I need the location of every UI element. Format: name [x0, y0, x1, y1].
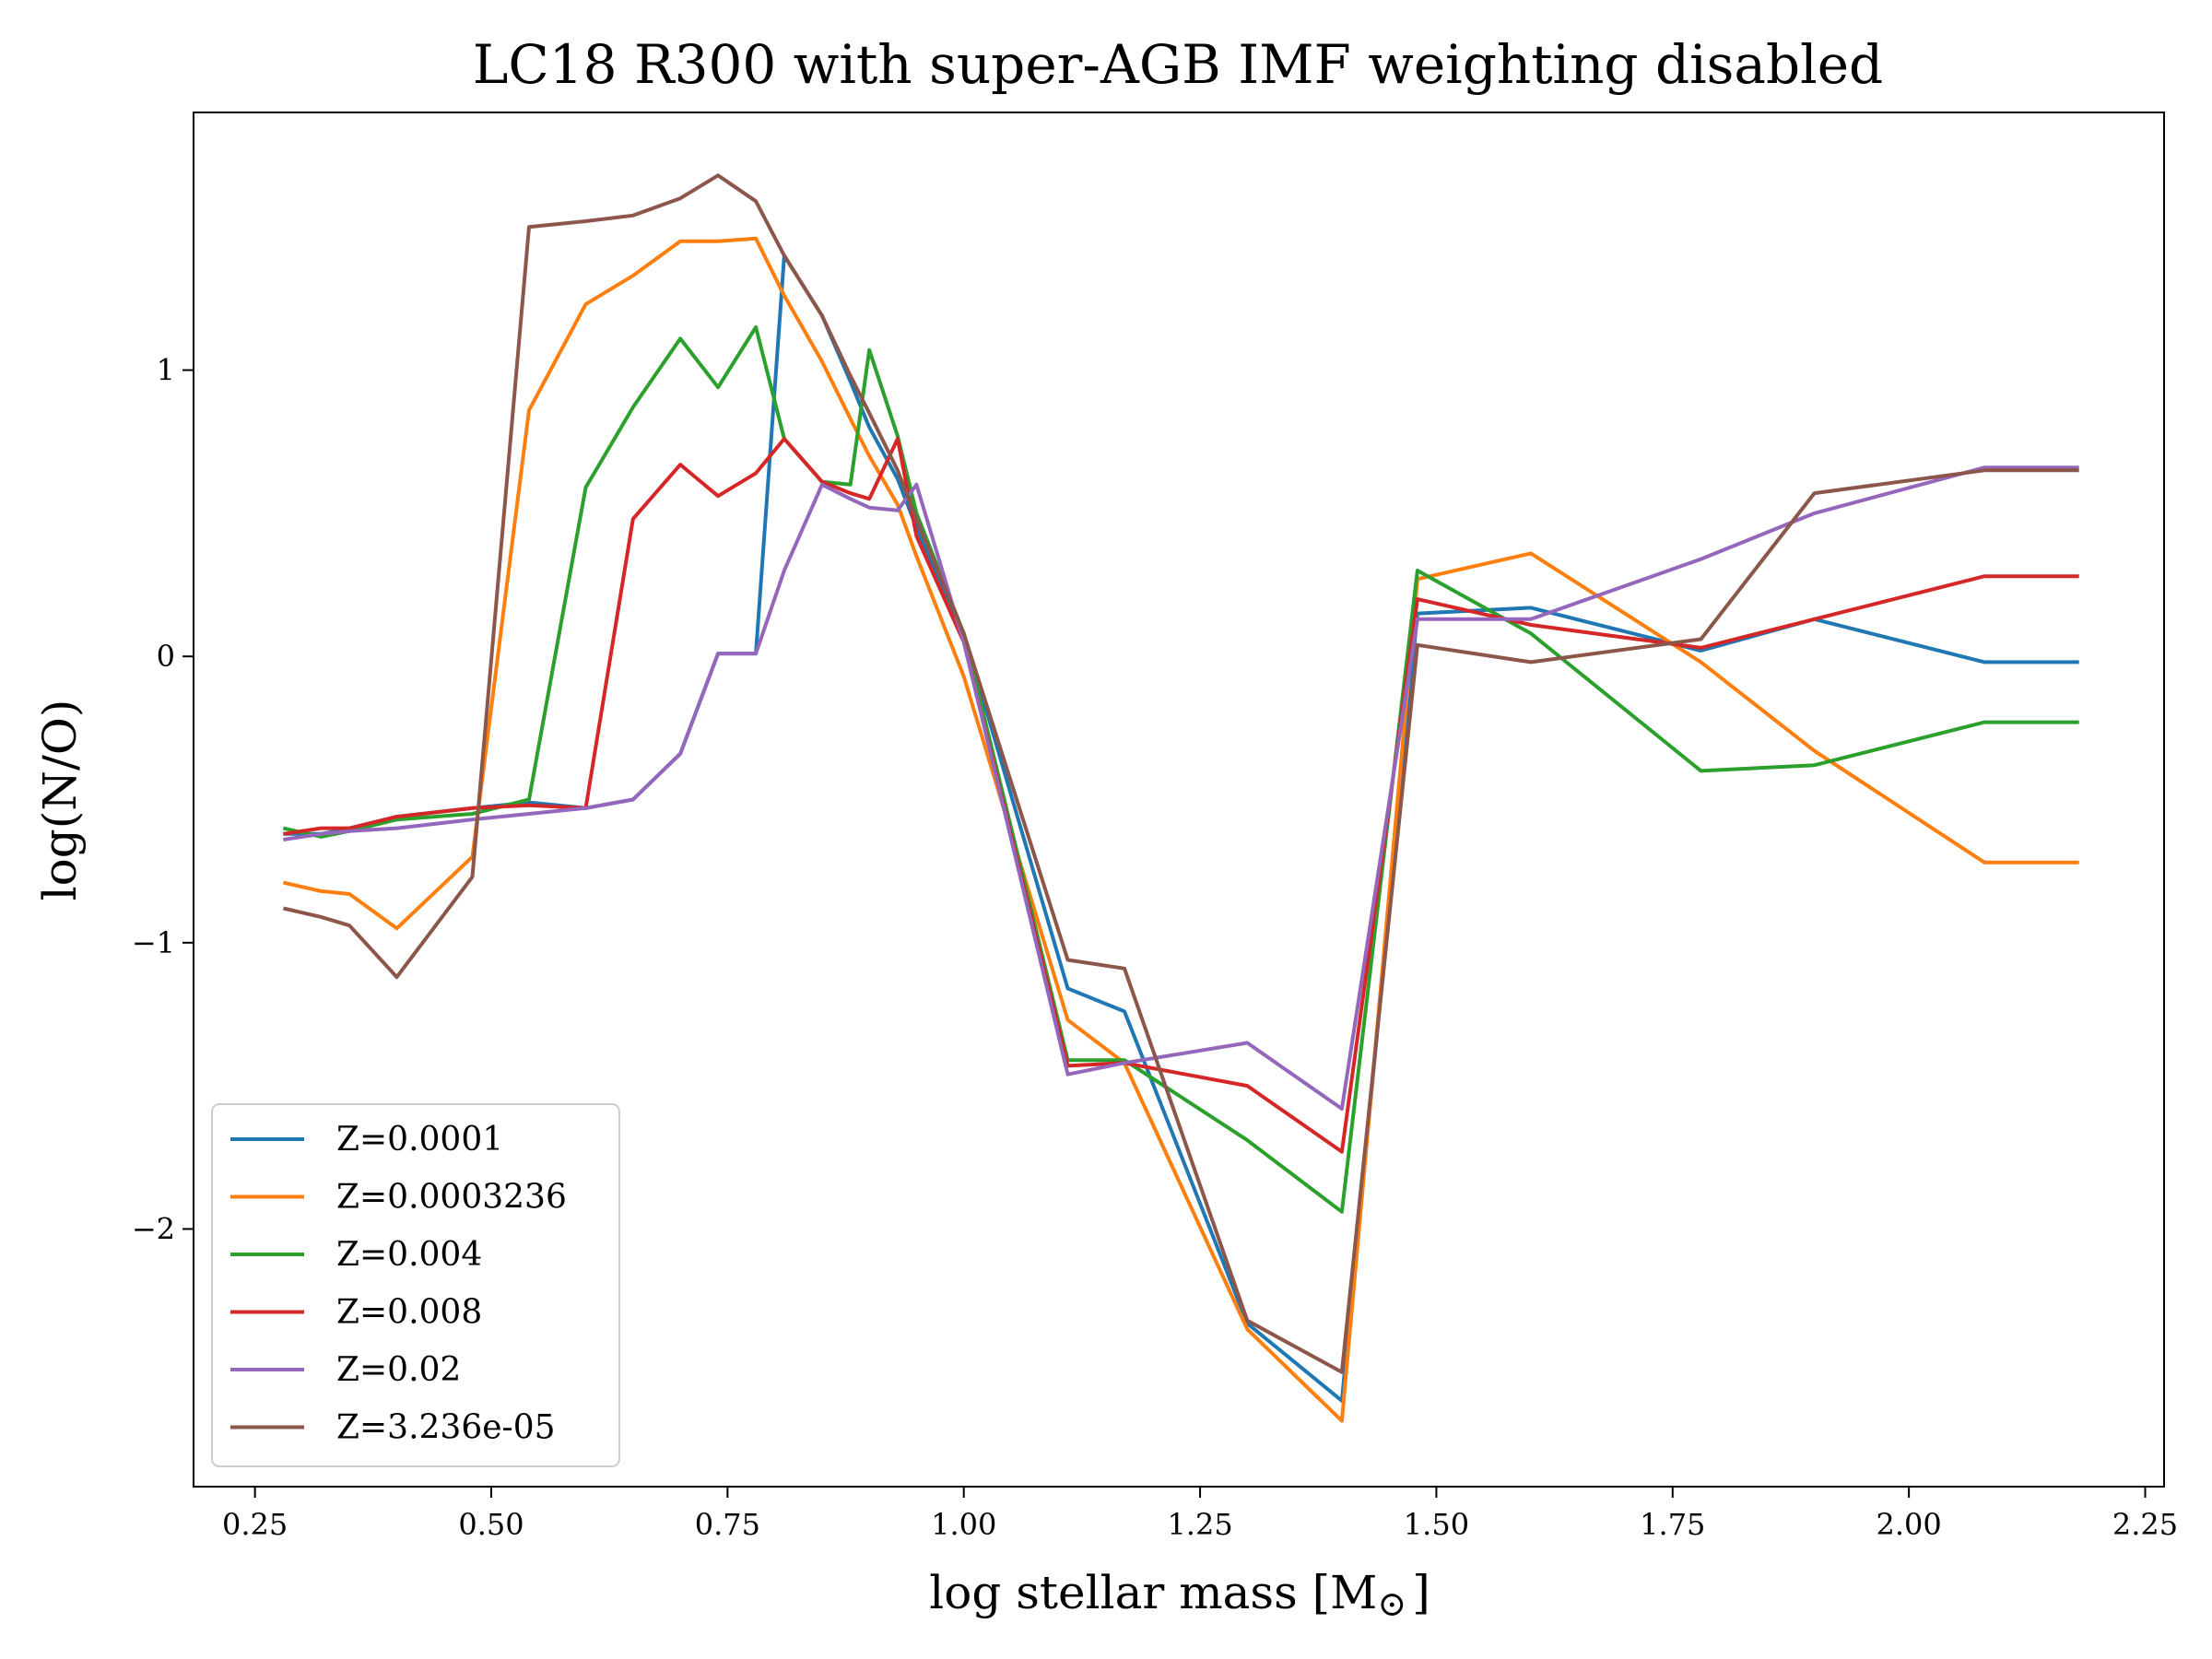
x-axis-label: log stellar mass [M⊙]	[929, 1566, 1430, 1624]
series-line-6	[282, 173, 2079, 1374]
legend-items: Z=0.0001 Z=0.0003236 Z=0.004 Z=0.008 Z=0.02 Z…	[230, 1121, 567, 1447]
x-axis-label-close: ]	[1412, 1566, 1430, 1619]
y-tick-label: 1	[157, 353, 175, 388]
x-tick-label: 2.25	[2112, 1507, 2178, 1542]
y-tick-label: −1	[132, 925, 175, 960]
legend-label: Z=0.004	[336, 1236, 482, 1274]
series-line-4	[283, 437, 2079, 1154]
legend-label: Z=0.008	[336, 1294, 482, 1332]
x-tick-label: 1.25	[1167, 1507, 1232, 1542]
series-line-5	[283, 465, 2079, 1111]
series-lines	[282, 173, 2079, 1423]
series-line-2	[282, 236, 2079, 1423]
y-axis-ticks: 1 0 −1 −2	[132, 353, 194, 1246]
x-tick-label: 2.00	[1877, 1507, 1942, 1542]
legend-box	[211, 1103, 620, 1467]
legend-label: Z=0.0001	[336, 1121, 503, 1159]
x-tick-label: 1.75	[1640, 1507, 1705, 1542]
x-tick-label: 1.50	[1404, 1507, 1469, 1542]
x-tick-label: 0.50	[458, 1507, 524, 1542]
y-tick-label: −2	[132, 1211, 175, 1246]
x-axis-ticks: 0.25 0.50 0.75 1.00 1.25 1.50 1.75 2.00 2.25	[222, 1487, 2178, 1542]
legend-label: Z=3.236e-05	[336, 1409, 556, 1447]
legend-label: Z=0.0003236	[336, 1179, 567, 1217]
y-axis-label: log(N/O)	[33, 700, 87, 901]
legend: Z=0.0001 Z=0.0003236 Z=0.004 Z=0.008 Z=0.02 Z…	[211, 1103, 620, 1467]
x-tick-label: 1.00	[931, 1507, 996, 1542]
x-tick-label: 0.75	[695, 1507, 760, 1542]
legend-label: Z=0.02	[336, 1351, 461, 1389]
x-tick-label: 0.25	[222, 1507, 288, 1542]
y-tick-label: 0	[157, 639, 175, 674]
solar-symbol: ⊙	[1377, 1583, 1406, 1624]
x-axis-label-main: log stellar mass [M	[929, 1566, 1377, 1619]
chart-title: LC18 R300 with super-AGB IMF weighting d…	[473, 33, 1883, 96]
